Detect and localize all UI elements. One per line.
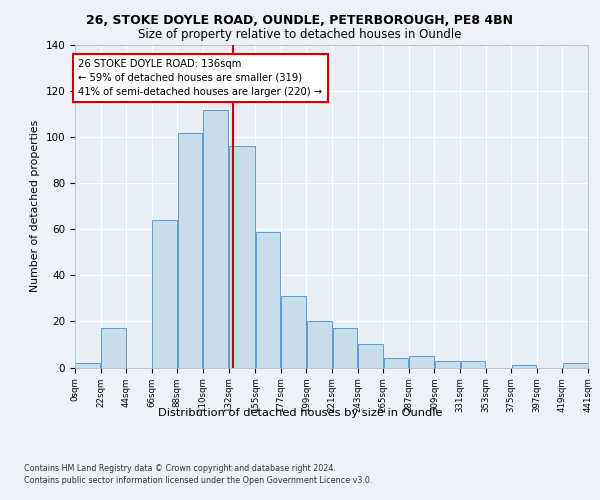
- Bar: [435, 360, 460, 368]
- Text: Contains public sector information licensed under the Open Government Licence v3: Contains public sector information licen…: [24, 476, 373, 485]
- Bar: [409, 356, 434, 368]
- Bar: [256, 232, 280, 368]
- Text: 26 STOKE DOYLE ROAD: 136sqm
← 59% of detached houses are smaller (319)
41% of se: 26 STOKE DOYLE ROAD: 136sqm ← 59% of det…: [79, 59, 323, 97]
- Text: Contains HM Land Registry data © Crown copyright and database right 2024.: Contains HM Land Registry data © Crown c…: [24, 464, 336, 473]
- Bar: [178, 132, 202, 368]
- Bar: [512, 365, 536, 368]
- Y-axis label: Number of detached properties: Number of detached properties: [30, 120, 40, 292]
- Bar: [384, 358, 409, 368]
- Bar: [229, 146, 255, 368]
- Text: 26, STOKE DOYLE ROAD, OUNDLE, PETERBOROUGH, PE8 4BN: 26, STOKE DOYLE ROAD, OUNDLE, PETERBOROU…: [86, 14, 514, 27]
- Bar: [152, 220, 177, 368]
- Bar: [332, 328, 357, 368]
- Bar: [281, 296, 306, 368]
- Bar: [563, 363, 587, 368]
- Bar: [203, 110, 228, 368]
- Bar: [76, 363, 100, 368]
- Bar: [307, 322, 332, 368]
- Bar: [461, 360, 485, 368]
- Text: Distribution of detached houses by size in Oundle: Distribution of detached houses by size …: [158, 408, 442, 418]
- Bar: [358, 344, 383, 368]
- Text: Size of property relative to detached houses in Oundle: Size of property relative to detached ho…: [138, 28, 462, 41]
- Bar: [101, 328, 126, 368]
